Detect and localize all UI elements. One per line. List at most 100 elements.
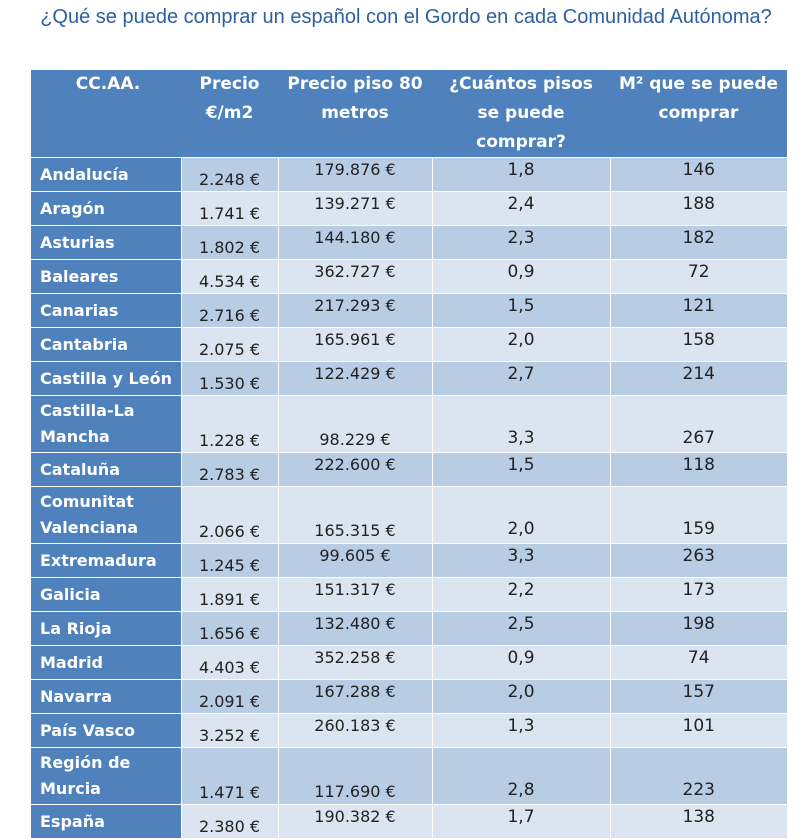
table-row: Aragón 1.741 €139.271 €2,4 188 <box>31 191 787 226</box>
header-price-flat: Precio piso 80 metros <box>278 70 432 158</box>
m2-cell: 138 <box>609 804 787 839</box>
price-m2-cell: 1.471 € <box>180 747 278 805</box>
table-row: Galicia 1.891 €151.317 €2,2 173 <box>31 577 787 612</box>
flats-cell: 2,8 <box>431 747 610 805</box>
price-m2-cell: 2.716 € <box>180 293 278 328</box>
m2-cell: 158 <box>609 327 787 362</box>
region-cell: Andalucía <box>31 157 181 192</box>
price-m2-cell: 2.248 € <box>180 157 278 192</box>
price-m2-cell: 1.530 € <box>180 361 278 396</box>
flats-cell: 1,7 <box>431 804 610 839</box>
price-m2-cell: 4.403 € <box>180 645 278 680</box>
m2-cell: 188 <box>609 191 787 226</box>
region-cell: Aragón <box>31 191 181 226</box>
table-row: Asturias 1.802 €144.180 €2,3 182 <box>31 225 787 260</box>
region-cell: Región de Murcia <box>31 747 181 805</box>
price-flat-cell: 352.258 € <box>277 645 432 680</box>
price-m2-cell: 1.891 € <box>180 577 278 612</box>
flats-cell: 2,2 <box>431 577 610 612</box>
region-cell: Comunitat Valenciana <box>31 486 181 544</box>
table-row: Cataluña 2.783 €222.600 €1,5 118 <box>31 452 787 487</box>
price-m2-cell: 2.066 € <box>180 486 278 544</box>
flats-cell: 2,0 <box>431 327 610 362</box>
flats-cell: 1,5 <box>431 293 610 328</box>
price-m2-cell: 2.380 € <box>180 804 278 839</box>
price-flat-cell: 122.429 € <box>277 361 432 396</box>
price-flat-cell: 222.600 € <box>277 452 432 487</box>
m2-cell: 101 <box>609 713 787 748</box>
price-flat-cell: 151.317 € <box>277 577 432 612</box>
region-cell: España <box>31 804 181 839</box>
region-cell: Cantabria <box>31 327 181 362</box>
price-flat-cell: 99.605 € <box>277 543 432 578</box>
region-cell: Galicia <box>31 577 181 612</box>
price-m2-cell: 1.228 € <box>180 395 278 453</box>
table-row: Canarias 2.716 €217.293 €1,5 121 <box>31 293 787 328</box>
region-cell: Extremadura <box>31 543 181 578</box>
price-flat-cell: 139.271 € <box>277 191 432 226</box>
region-cell: Castilla-La Mancha <box>31 395 181 453</box>
m2-cell: 198 <box>609 611 787 646</box>
flats-cell: 2,4 <box>431 191 610 226</box>
region-cell: Canarias <box>31 293 181 328</box>
region-cell: Madrid <box>31 645 181 680</box>
header-ccaa: CC.AA. <box>31 70 181 158</box>
table-row: Comunitat Valenciana 2.066 €165.315 €2,0 1… <box>31 486 787 544</box>
region-cell: La Rioja <box>31 611 181 646</box>
table-row: Castilla y León 1.530 €122.429 €2,7 214 <box>31 361 787 396</box>
m2-cell: 72 <box>609 259 787 294</box>
region-cell: Asturias <box>31 225 181 260</box>
table-row: Andalucía 2.248 €179.876 €1,8 146 <box>31 157 787 192</box>
flats-cell: 2,7 <box>431 361 610 396</box>
price-flat-cell: 144.180 € <box>277 225 432 260</box>
price-m2-cell: 1.802 € <box>180 225 278 260</box>
flats-cell: 0,9 <box>431 259 610 294</box>
price-flat-cell: 165.961 € <box>277 327 432 362</box>
m2-cell: 118 <box>609 452 787 487</box>
page-title: ¿Qué se puede comprar un español con el … <box>40 6 772 28</box>
m2-cell: 146 <box>609 157 787 192</box>
table-row: País Vasco 3.252 €260.183 €1,3 101 <box>31 713 787 748</box>
header-price-m2: Precio €/m2 <box>181 70 278 158</box>
price-flat-cell: 167.288 € <box>277 679 432 714</box>
m2-cell: 214 <box>609 361 787 396</box>
table-row: Madrid 4.403 €352.258 €0,9 74 <box>31 645 787 680</box>
price-m2-cell: 4.534 € <box>180 259 278 294</box>
price-m2-cell: 2.091 € <box>180 679 278 714</box>
flats-cell: 1,3 <box>431 713 610 748</box>
table-row: La Rioja 1.656 €132.480 €2,5 198 <box>31 611 787 646</box>
flats-cell: 1,8 <box>431 157 610 192</box>
data-table: CC.AA. Precio €/m2 Precio piso 80 metros… <box>31 70 787 839</box>
header-flats: ¿Cuántos pisos se puede comprar? <box>432 70 610 158</box>
m2-cell: 173 <box>609 577 787 612</box>
table-row: Cantabria 2.075 €165.961 €2,0 158 <box>31 327 787 362</box>
price-flat-cell: 190.382 € <box>277 804 432 839</box>
m2-cell: 223 <box>609 747 787 805</box>
flats-cell: 3,3 <box>431 543 610 578</box>
flats-cell: 3,3 <box>431 395 610 453</box>
region-cell: Castilla y León <box>31 361 181 396</box>
table-row: Región de Murcia 1.471 €117.690 €2,8 223 <box>31 747 787 805</box>
region-cell: País Vasco <box>31 713 181 748</box>
price-m2-cell: 1.245 € <box>180 543 278 578</box>
m2-cell: 74 <box>609 645 787 680</box>
region-cell: Navarra <box>31 679 181 714</box>
m2-cell: 157 <box>609 679 787 714</box>
price-flat-cell: 260.183 € <box>277 713 432 748</box>
m2-cell: 182 <box>609 225 787 260</box>
price-flat-cell: 98.229 € <box>277 395 432 453</box>
price-m2-cell: 2.783 € <box>180 452 278 487</box>
m2-cell: 263 <box>609 543 787 578</box>
price-flat-cell: 179.876 € <box>277 157 432 192</box>
flats-cell: 2,0 <box>431 679 610 714</box>
price-flat-cell: 165.315 € <box>277 486 432 544</box>
price-m2-cell: 1.741 € <box>180 191 278 226</box>
price-flat-cell: 217.293 € <box>277 293 432 328</box>
m2-cell: 267 <box>609 395 787 453</box>
table-row: Extremadura 1.245 €99.605 €3,3 263 <box>31 543 787 578</box>
price-m2-cell: 3.252 € <box>180 713 278 748</box>
price-m2-cell: 1.656 € <box>180 611 278 646</box>
flats-cell: 2,3 <box>431 225 610 260</box>
header-m2: M² que se puede comprar <box>610 70 787 158</box>
header-row: CC.AA. Precio €/m2 Precio piso 80 metros… <box>31 70 787 158</box>
